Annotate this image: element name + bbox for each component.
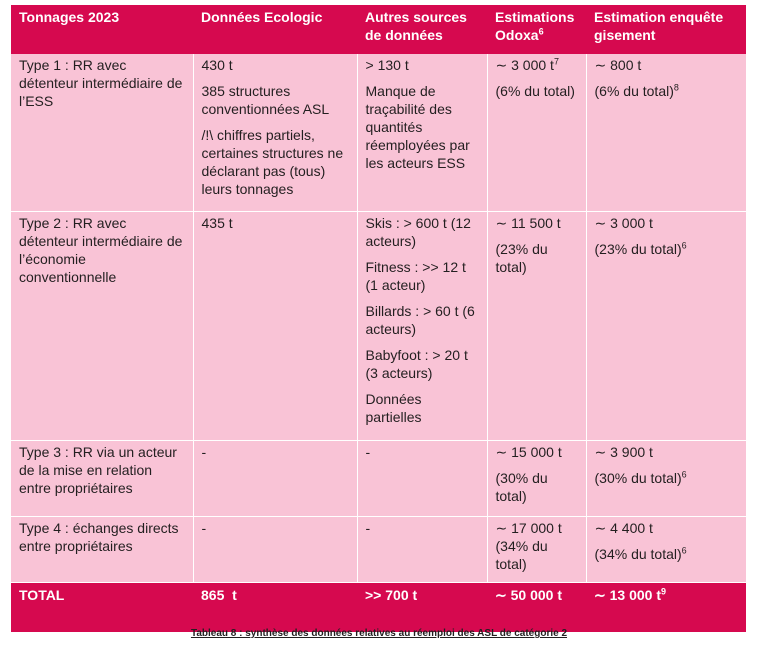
cell-text: ∼ 3 000 t [594,214,653,231]
total-ecologic: 865 t [193,582,357,632]
cell-text: /!\ chiffres partiels, certaines structu… [201,127,344,197]
table-row: Type 3 : RR via un acteur de la mise en … [11,440,746,517]
footnote-ref: 8 [673,82,679,93]
value-text: (6% du total) [594,83,674,99]
odoxa-cell: ∼ 11 500 t (23% du total) [487,211,587,441]
cell-text: - [201,443,207,460]
ecologic-cell: 430 t 385 structures conventionnées ASL … [193,54,358,212]
header-label: Estimations Odoxa [495,9,575,43]
total-odoxa: ∼ 50 000 t [487,582,586,632]
gisement-cell: ∼ 800 t (6% du total)8 [586,54,746,212]
cell-value: (30% du total)6 [595,469,739,487]
cell-text: - [365,519,371,536]
header-cell: Estimation enquête gisement [586,5,746,54]
header-cell: Autres sources de données [357,5,487,54]
cell-text: Fitness : >> 12 t (1 acteur) [365,258,466,293]
header-cell: Estimations Odoxa6 [487,5,586,54]
type-label: Type 4 : échanges directs entre propriét… [19,519,179,554]
table-row: Type 2 : RR avec détenteur intermédiaire… [11,211,746,441]
autres-cell: - [357,516,488,583]
cell-text: (6% du total) [495,83,575,99]
cell-value: (34% du total)6 [595,545,739,563]
cell-text: ∼ 3 900 t [594,443,653,460]
total-gisement: ∼ 13 000 t9 [586,582,746,632]
cell-text: ∼ 4 400 t [594,519,653,536]
header-cell: Tonnages 2023 [11,5,193,54]
cell-text: (34% du total) [495,537,548,572]
odoxa-cell: ∼ 3 000 t7 (6% du total) [487,54,587,212]
table-header-row: Tonnages 2023 Données Ecologic Autres so… [11,5,746,54]
type-label: Type 1 : RR avec détenteur intermédiaire… [19,57,183,109]
cell-text: Billards : > 60 t (6 acteurs) [365,302,475,337]
total-label: TOTAL [11,582,193,632]
cell-text: - [365,443,371,460]
type-cell: Type 1 : RR avec détenteur intermédiaire… [11,54,194,212]
cell-text: (23% du total) [495,240,548,275]
cell-text: Skis : > 600 t (12 acteurs) [365,214,471,249]
footnote-ref: 9 [661,585,667,596]
gisement-cell: ∼ 3 000 t (23% du total)6 [586,211,746,441]
total-row: TOTAL 865 t >> 700 t ∼ 50 000 t ∼ 13 000… [11,582,746,632]
cell-value: (6% du total)8 [595,82,739,100]
odoxa-cell: ∼ 17 000 t (34% du total) [487,516,587,583]
type-cell: Type 4 : échanges directs entre propriét… [11,516,194,583]
cell-value: (23% du total)6 [595,240,739,258]
odoxa-cell: ∼ 15 000 t (30% du total) [487,440,587,517]
cell-text: ∼ 800 t [594,57,642,73]
ecologic-cell: - [193,440,358,517]
total-autres: >> 700 t [357,582,487,632]
cell-text: Données partielles [365,390,422,425]
cell-text: 430 t [201,57,233,73]
cell-text: Babyfoot : > 20 t (3 acteurs) [365,346,468,381]
cell-text: - [201,519,207,536]
cell-text: ∼ 11 500 t [495,214,561,231]
autres-cell: Skis : > 600 t (12 acteurs) Fitness : >>… [357,211,488,441]
ecologic-cell: 435 t [193,211,358,441]
gisement-cell: ∼ 4 400 t (34% du total)6 [586,516,746,583]
gisement-cell: ∼ 3 900 t (30% du total)6 [586,440,746,517]
data-table: Tonnages 2023 Données Ecologic Autres so… [11,5,746,632]
cell-text: 385 structures conventionnées ASL [201,83,330,117]
cell-text: ∼ 15 000 t [495,443,562,460]
type-cell: Type 3 : RR via un acteur de la mise en … [11,440,194,517]
footnote-ref: 7 [553,56,559,67]
table-caption: Tableau 8 : synthèse des données relativ… [190,628,568,639]
value-text: ∼ 13 000 t [594,586,661,603]
ecologic-cell: - [193,516,358,583]
footnote-ref: 6 [681,544,687,555]
autres-cell: > 130 t Manque de traçabilité des quanti… [357,54,488,212]
value-text: (30% du total) [594,469,682,486]
footnote-ref: 6 [681,468,687,479]
autres-cell: - [357,440,488,517]
cell-text: > 130 t [365,57,409,73]
value-text: ∼ 3 000 t [495,57,554,73]
cell-value: ∼ 3 000 t7 [496,56,578,74]
header-cell: Données Ecologic [193,5,357,54]
cell-text: 435 t [201,214,233,231]
type-label: Type 2 : RR avec détenteur intermédiaire… [19,214,183,285]
footnote-ref: 6 [538,26,544,37]
type-cell: Type 2 : RR avec détenteur intermédiaire… [11,211,194,441]
cell-text: ∼ 17 000 t [495,519,562,536]
table-row: Type 4 : échanges directs entre propriét… [11,516,746,583]
value-text: (23% du total) [594,240,682,257]
cell-text: Manque de traçabilité des quantités réem… [365,83,470,171]
value-text: (34% du total) [594,545,682,562]
type-label: Type 3 : RR via un acteur de la mise en … [19,443,177,496]
footnote-ref: 6 [681,239,687,250]
cell-text: (30% du total) [495,469,548,504]
table-row: Type 1 : RR avec détenteur intermédiaire… [11,54,746,212]
